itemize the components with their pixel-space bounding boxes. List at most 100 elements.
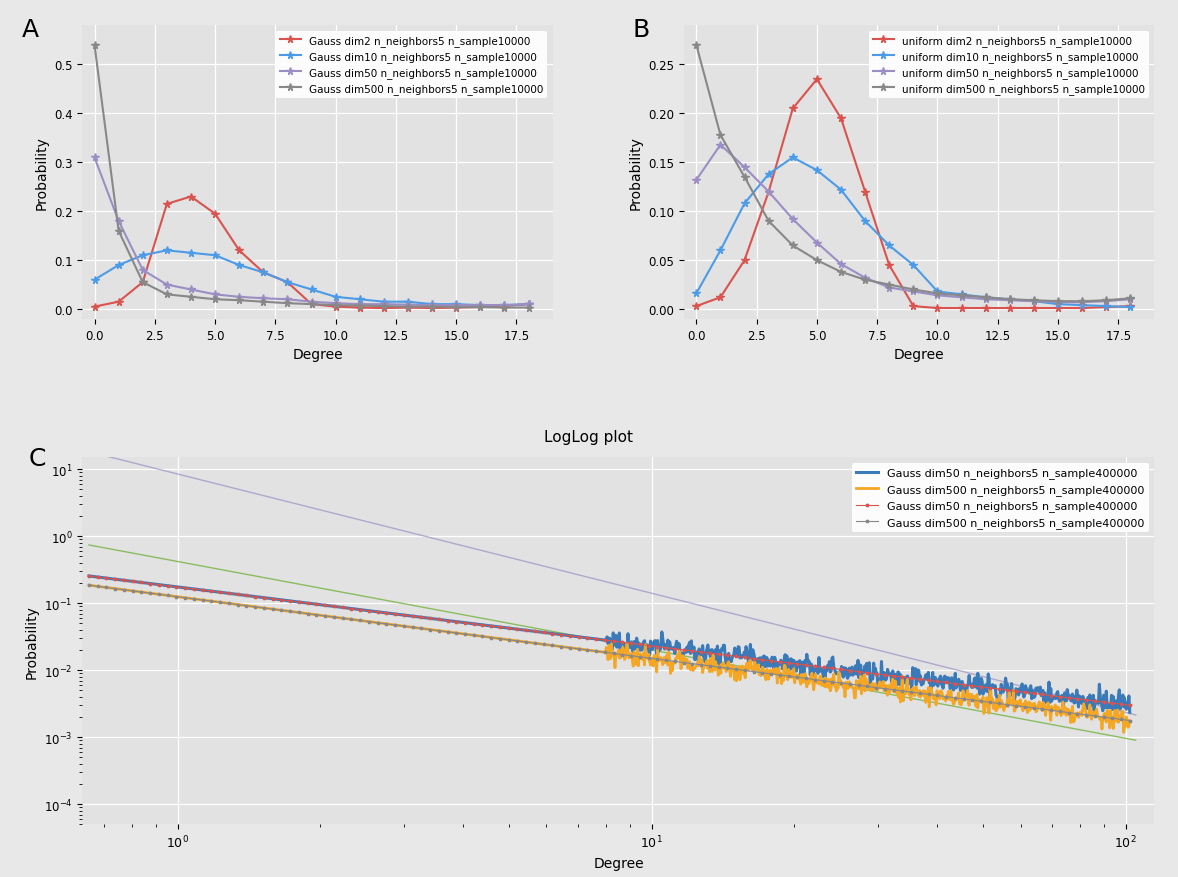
uniform dim50 n_neighbors5 n_sample10000: [954, 293, 968, 303]
Gauss dim500 n_neighbors5 n_sample10000: [257, 297, 271, 308]
Y-axis label: Probability: Probability: [629, 136, 643, 210]
uniform dim50 n_neighbors5 n_sample10000: [714, 140, 728, 151]
Gauss dim500 n_neighbors5 n_sample10000: [352, 301, 366, 311]
uniform dim2 n_neighbors5 n_sample10000: [762, 187, 776, 197]
Gauss dim500 n_neighbors5 n_sample400000: [1117, 727, 1131, 738]
uniform dim500 n_neighbors5 n_sample10000: [954, 291, 968, 302]
Text: B: B: [633, 18, 650, 41]
Gauss dim10 n_neighbors5 n_sample10000: [87, 275, 101, 286]
uniform dim10 n_neighbors5 n_sample10000: [689, 289, 703, 299]
uniform dim50 n_neighbors5 n_sample10000: [786, 215, 800, 225]
Gauss dim2 n_neighbors5 n_sample10000: [497, 302, 511, 312]
Gauss dim2 n_neighbors5 n_sample10000: [425, 303, 439, 314]
uniform dim50 n_neighbors5 n_sample10000: [689, 175, 703, 186]
Gauss dim10 n_neighbors5 n_sample10000: [160, 246, 174, 256]
Gauss dim500 n_neighbors5 n_sample400000: [1123, 716, 1137, 726]
uniform dim2 n_neighbors5 n_sample10000: [1124, 302, 1138, 312]
uniform dim2 n_neighbors5 n_sample10000: [809, 75, 823, 85]
uniform dim10 n_neighbors5 n_sample10000: [834, 185, 848, 196]
uniform dim50 n_neighbors5 n_sample10000: [762, 187, 776, 197]
Gauss dim500 n_neighbors5 n_sample400000: [432, 626, 446, 637]
Gauss dim2 n_neighbors5 n_sample10000: [184, 192, 198, 203]
uniform dim50 n_neighbors5 n_sample10000: [1002, 296, 1017, 306]
Gauss dim500 n_neighbors5 n_sample400000: [1087, 711, 1101, 722]
Gauss dim50 n_neighbors5 n_sample400000: [650, 636, 664, 646]
Y-axis label: Probability: Probability: [34, 136, 48, 210]
uniform dim2 n_neighbors5 n_sample10000: [786, 104, 800, 115]
Gauss dim500 n_neighbors5 n_sample400000: [220, 598, 234, 609]
uniform dim2 n_neighbors5 n_sample10000: [1099, 303, 1113, 313]
uniform dim10 n_neighbors5 n_sample10000: [931, 287, 945, 297]
Gauss dim2 n_neighbors5 n_sample10000: [449, 303, 463, 313]
uniform dim50 n_neighbors5 n_sample10000: [1051, 297, 1065, 308]
uniform dim10 n_neighbors5 n_sample10000: [882, 241, 896, 252]
Gauss dim500 n_neighbors5 n_sample10000: [232, 296, 246, 306]
uniform dim50 n_neighbors5 n_sample10000: [1099, 296, 1113, 307]
uniform dim10 n_neighbors5 n_sample10000: [906, 260, 920, 271]
uniform dim10 n_neighbors5 n_sample10000: [762, 169, 776, 180]
uniform dim2 n_neighbors5 n_sample10000: [1002, 303, 1017, 314]
Gauss dim500 n_neighbors5 n_sample10000: [474, 303, 488, 313]
Gauss dim500 n_neighbors5 n_sample10000: [280, 298, 294, 309]
uniform dim10 n_neighbors5 n_sample10000: [1002, 295, 1017, 305]
X-axis label: Degree: Degree: [292, 347, 343, 361]
uniform dim2 n_neighbors5 n_sample10000: [834, 114, 848, 125]
uniform dim500 n_neighbors5 n_sample10000: [858, 275, 872, 286]
uniform dim500 n_neighbors5 n_sample10000: [786, 241, 800, 252]
Gauss dim500 n_neighbors5 n_sample10000: [304, 300, 318, 310]
uniform dim50 n_neighbors5 n_sample10000: [882, 283, 896, 294]
Gauss dim500 n_neighbors5 n_sample10000: [497, 303, 511, 313]
Text: C: C: [29, 447, 46, 471]
Gauss dim50 n_neighbors5 n_sample400000: [432, 615, 446, 625]
Gauss dim50 n_neighbors5 n_sample400000: [220, 588, 234, 599]
Gauss dim500 n_neighbors5 n_sample10000: [329, 301, 343, 311]
uniform dim2 n_neighbors5 n_sample10000: [714, 293, 728, 303]
Gauss dim10 n_neighbors5 n_sample10000: [497, 301, 511, 311]
Gauss dim50 n_neighbors5 n_sample10000: [232, 292, 246, 303]
Gauss dim2 n_neighbors5 n_sample10000: [232, 246, 246, 256]
Gauss dim10 n_neighbors5 n_sample10000: [329, 292, 343, 303]
uniform dim2 n_neighbors5 n_sample10000: [882, 260, 896, 271]
Gauss dim500 n_neighbors5 n_sample400000: [81, 581, 95, 591]
uniform dim50 n_neighbors5 n_sample10000: [1076, 297, 1090, 308]
uniform dim10 n_neighbors5 n_sample10000: [954, 289, 968, 300]
Gauss dim50 n_neighbors5 n_sample10000: [257, 294, 271, 304]
Gauss dim50 n_neighbors5 n_sample10000: [280, 295, 294, 305]
uniform dim500 n_neighbors5 n_sample10000: [1051, 296, 1065, 307]
uniform dim500 n_neighbors5 n_sample10000: [931, 289, 945, 299]
Gauss dim10 n_neighbors5 n_sample10000: [232, 260, 246, 271]
Gauss dim500 n_neighbors5 n_sample10000: [112, 226, 126, 237]
Gauss dim500 n_neighbors5 n_sample10000: [160, 289, 174, 300]
Gauss dim50 n_neighbors5 n_sample400000: [300, 598, 315, 609]
uniform dim500 n_neighbors5 n_sample10000: [1027, 296, 1041, 306]
Gauss dim500 n_neighbors5 n_sample400000: [660, 655, 674, 666]
Gauss dim10 n_neighbors5 n_sample10000: [112, 260, 126, 271]
Line: uniform dim10 n_neighbors5 n_sample10000: uniform dim10 n_neighbors5 n_sample10000: [693, 154, 1134, 311]
Gauss dim50 n_neighbors5 n_sample10000: [329, 298, 343, 309]
Gauss dim500 n_neighbors5 n_sample10000: [209, 295, 223, 305]
Gauss dim50 n_neighbors5 n_sample400000: [362, 606, 376, 617]
Gauss dim50 n_neighbors5 n_sample400000: [660, 643, 674, 653]
Line: Gauss dim500 n_neighbors5 n_sample400000: Gauss dim500 n_neighbors5 n_sample400000: [88, 586, 1130, 732]
Gauss dim10 n_neighbors5 n_sample10000: [449, 300, 463, 310]
uniform dim10 n_neighbors5 n_sample10000: [1124, 303, 1138, 313]
uniform dim2 n_neighbors5 n_sample10000: [1027, 303, 1041, 314]
uniform dim500 n_neighbors5 n_sample10000: [762, 217, 776, 227]
uniform dim500 n_neighbors5 n_sample10000: [737, 173, 752, 183]
uniform dim500 n_neighbors5 n_sample10000: [1076, 296, 1090, 307]
uniform dim50 n_neighbors5 n_sample10000: [906, 287, 920, 297]
Gauss dim500 n_neighbors5 n_sample10000: [449, 303, 463, 313]
uniform dim2 n_neighbors5 n_sample10000: [737, 255, 752, 266]
Gauss dim500 n_neighbors5 n_sample400000: [257, 603, 271, 614]
Gauss dim50 n_neighbors5 n_sample400000: [81, 571, 95, 581]
uniform dim10 n_neighbors5 n_sample10000: [786, 153, 800, 163]
Gauss dim10 n_neighbors5 n_sample10000: [209, 251, 223, 261]
Gauss dim2 n_neighbors5 n_sample10000: [474, 303, 488, 313]
X-axis label: Degree: Degree: [594, 856, 643, 870]
Gauss dim50 n_neighbors5 n_sample10000: [449, 301, 463, 311]
uniform dim2 n_neighbors5 n_sample10000: [906, 302, 920, 312]
Gauss dim500 n_neighbors5 n_sample10000: [87, 40, 101, 51]
Gauss dim2 n_neighbors5 n_sample10000: [257, 267, 271, 278]
Gauss dim2 n_neighbors5 n_sample10000: [352, 303, 366, 313]
Line: uniform dim500 n_neighbors5 n_sample10000: uniform dim500 n_neighbors5 n_sample1000…: [693, 42, 1134, 306]
